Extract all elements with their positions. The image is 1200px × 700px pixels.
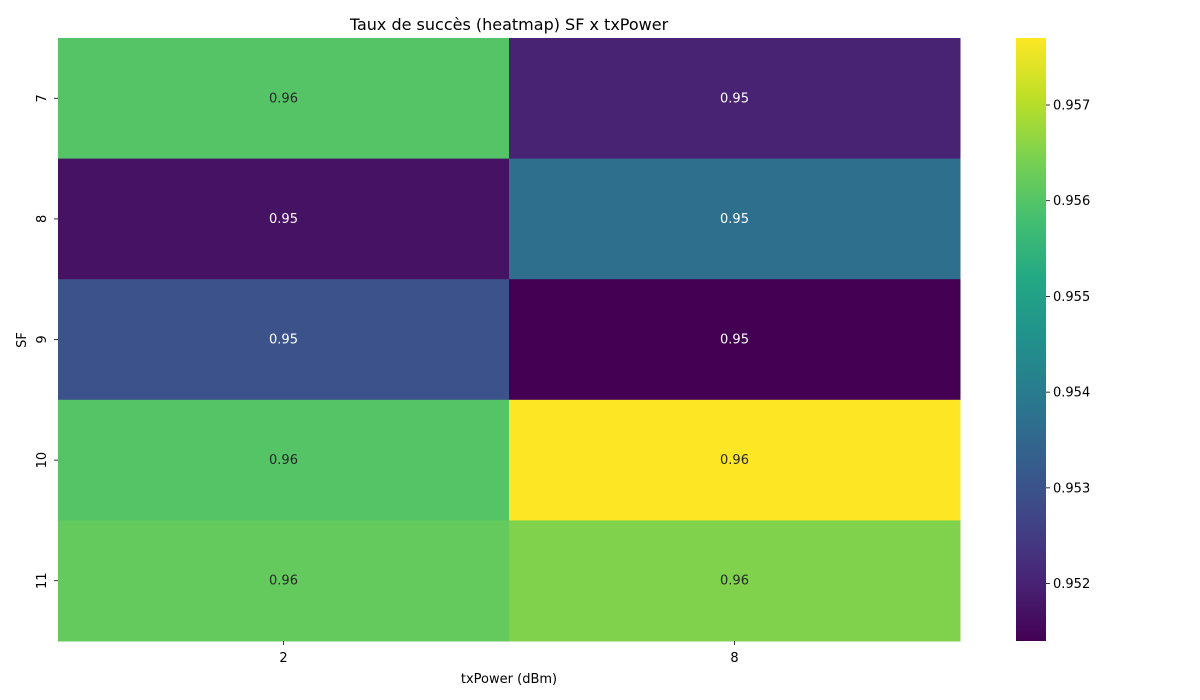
colorbar-tick-label: 0.956 bbox=[1053, 194, 1090, 209]
heatmap-cell-sf10-tx2 bbox=[58, 399, 510, 521]
heatmap-cell-sf11-tx8 bbox=[509, 520, 961, 642]
colorbar-tick-label: 0.955 bbox=[1053, 290, 1090, 305]
colorbar-ticks: 0.952 0.953 0.954 0.955 0.956 0.957 bbox=[1046, 99, 1090, 592]
cell-value-label: 0.95 bbox=[720, 91, 749, 106]
heatmap-cell-labels: 0.96 0.95 0.95 0.95 0.95 0.95 0.96 0.96 0.96 0.96 bbox=[269, 91, 749, 588]
colorbar bbox=[1016, 38, 1046, 641]
heatmap-cell-sf7-tx8 bbox=[509, 38, 961, 160]
cell-value-label: 0.96 bbox=[720, 453, 749, 468]
heatmap-cell-sf9-tx2 bbox=[58, 279, 510, 401]
heatmap-cell-sf10-tx8 bbox=[509, 399, 961, 521]
cell-value-label: 0.96 bbox=[269, 453, 298, 468]
cell-value-label: 0.96 bbox=[269, 574, 298, 589]
y-tick-label: 10 bbox=[35, 452, 50, 469]
cell-value-label: 0.95 bbox=[269, 212, 298, 227]
y-tick-label: 7 bbox=[35, 94, 50, 102]
y-tick-label: 9 bbox=[35, 335, 50, 343]
cell-value-label: 0.95 bbox=[269, 333, 298, 348]
y-axis-label: SF bbox=[15, 332, 30, 348]
heatmap-cell-sf11-tx2 bbox=[58, 520, 510, 642]
heatmap-cell-sf8-tx8 bbox=[509, 158, 961, 280]
x-tick-label: 2 bbox=[279, 651, 287, 666]
y-tick-label: 8 bbox=[35, 215, 50, 223]
cell-value-label: 0.95 bbox=[720, 212, 749, 227]
heatmap-cell-sf8-tx2 bbox=[58, 158, 510, 280]
cell-value-label: 0.96 bbox=[720, 574, 749, 589]
colorbar-tick-label: 0.952 bbox=[1053, 577, 1090, 592]
x-tick-label: 8 bbox=[730, 651, 738, 666]
heatmap-cells bbox=[58, 38, 961, 642]
x-axis-label: txPower (dBm) bbox=[461, 672, 557, 687]
colorbar-tick-label: 0.953 bbox=[1053, 481, 1090, 496]
heatmap-cell-sf7-tx2 bbox=[58, 38, 510, 160]
y-axis-ticks: 7 8 9 10 11 bbox=[35, 94, 58, 589]
colorbar-tick-label: 0.957 bbox=[1053, 99, 1090, 114]
cell-value-label: 0.95 bbox=[720, 333, 749, 348]
cell-value-label: 0.96 bbox=[269, 91, 298, 106]
chart-title: Taux de succès (heatmap) SF x txPower bbox=[349, 15, 669, 34]
colorbar-tick-label: 0.954 bbox=[1053, 386, 1090, 401]
y-tick-label: 11 bbox=[35, 572, 50, 589]
heatmap-cell-sf9-tx8 bbox=[509, 279, 961, 401]
